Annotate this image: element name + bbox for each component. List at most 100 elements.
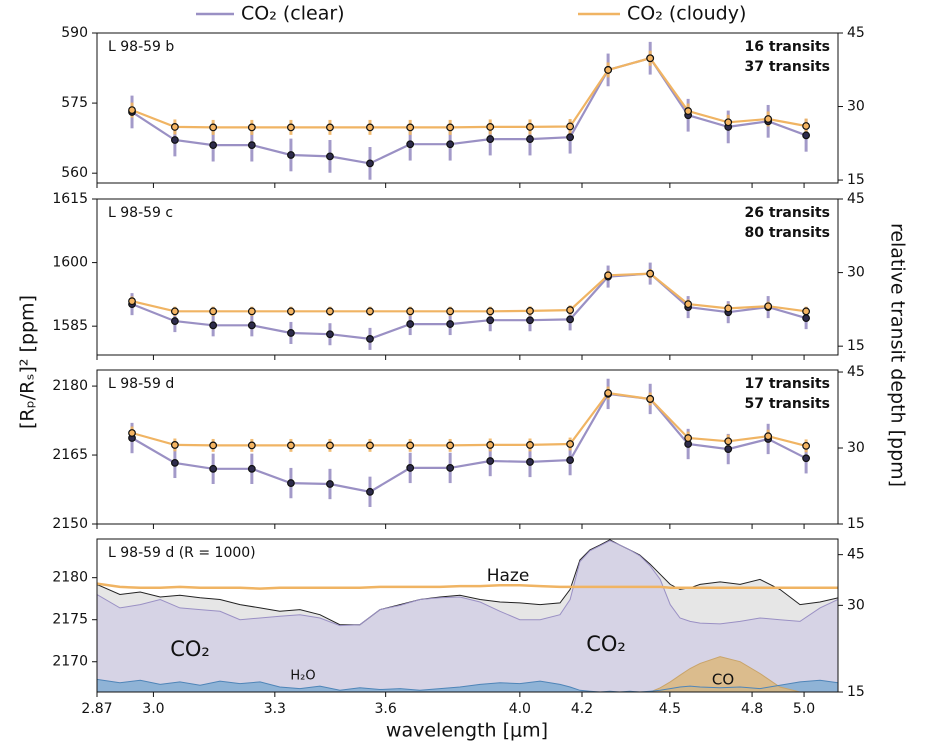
x-axis-label: wavelength [μm] (386, 720, 548, 742)
data-point (326, 307, 334, 316)
data-point (604, 271, 613, 280)
x-tick-label: 3.6 (375, 701, 397, 717)
y2-tick-label: 45 (847, 364, 865, 380)
data-point (209, 307, 218, 316)
data-point (446, 464, 455, 472)
spectrum-line (97, 539, 838, 626)
plot-area (128, 41, 811, 180)
data-point (566, 440, 575, 448)
data-point (486, 123, 495, 131)
data-point (209, 123, 218, 132)
data-point (566, 315, 575, 324)
data-point (209, 464, 218, 473)
data-point (406, 320, 415, 328)
data-point (209, 141, 218, 150)
y-tick-label: 2180 (52, 378, 88, 394)
data-point (247, 441, 256, 450)
data-point (406, 140, 415, 149)
data-point (486, 307, 495, 316)
data-point (247, 464, 256, 473)
y-tick-label: 575 (61, 95, 88, 111)
data-point (170, 458, 179, 467)
y2-tick-label: 15 (847, 338, 865, 354)
data-point (724, 445, 733, 453)
data-point (526, 135, 534, 143)
data-point (247, 307, 256, 316)
data-point (366, 487, 374, 496)
y-tick-label: 1585 (52, 318, 88, 334)
data-point (406, 441, 415, 450)
panel-frame (96, 32, 839, 184)
series-line (131, 392, 807, 493)
data-point (802, 454, 811, 463)
data-point (366, 159, 374, 168)
data-point (526, 307, 534, 315)
data-point (764, 432, 773, 441)
panel-title: L 98-59 d (R = 1000) (108, 545, 256, 561)
data-point (287, 151, 295, 159)
y2-tick-label: 30 (847, 99, 865, 115)
data-point (486, 441, 495, 449)
data-point (128, 106, 136, 115)
spectrum-annotation: H₂O (290, 669, 315, 684)
data-point (486, 316, 495, 325)
plot-area (128, 262, 811, 350)
data-point (326, 441, 334, 450)
y-tick-label: 560 (61, 165, 88, 181)
series-line (131, 391, 807, 447)
y-tick-label: 2150 (52, 516, 88, 532)
panel: CO₂ CO₂ H₂O CO Haze L 98-59 d (R = 1000) 2170 2… (52, 538, 865, 717)
x-tick-label: 3.3 (264, 701, 286, 717)
y-tick-label: 2170 (52, 654, 88, 670)
y2-tick-label: 15 (847, 516, 865, 532)
x-tick-label: 2.87 (81, 701, 112, 717)
data-point (684, 434, 693, 442)
data-point (486, 457, 495, 465)
data-point (446, 320, 455, 328)
plot-area (128, 378, 811, 507)
data-point (406, 123, 415, 132)
y-tick-label: 590 (61, 25, 88, 41)
data-point (247, 321, 256, 330)
spectrum-annotation: CO₂ (586, 632, 626, 656)
panel: 17 transits 57 transits L 98-59 d 2150 2165 2… (52, 364, 864, 532)
data-point (326, 480, 334, 488)
panel-frame (96, 369, 839, 525)
data-point (170, 307, 179, 316)
data-point (209, 321, 218, 330)
panel-title: L 98-59 c (108, 205, 173, 221)
spectrum-annotation: CO (712, 671, 734, 689)
y2-axis-label: relative transit depth [ppm] (887, 223, 909, 487)
data-point (170, 123, 179, 131)
spectrum-area (97, 679, 838, 692)
data-point (566, 306, 575, 314)
data-point (526, 316, 534, 325)
spectrum-area (97, 540, 838, 692)
y2-tick-label: 45 (847, 191, 865, 207)
spectrum-line (97, 540, 838, 627)
plot-area (97, 539, 838, 692)
series-line (131, 56, 807, 129)
data-point (684, 300, 693, 309)
data-point (764, 115, 773, 123)
y2-tick-label: 30 (847, 265, 865, 281)
data-point (724, 118, 733, 127)
data-point (326, 330, 334, 339)
data-point (802, 441, 811, 450)
panel: 26 transits 80 transits L 98-59 c 1585 1600 1… (52, 191, 865, 360)
x-tick-label: 4.5 (659, 701, 681, 717)
x-tick-label: 4.8 (741, 701, 763, 717)
data-point (526, 458, 534, 466)
data-point (446, 123, 455, 132)
data-point (566, 456, 575, 465)
data-point (802, 131, 811, 140)
y-tick-label: 1615 (52, 191, 88, 207)
data-point (604, 66, 613, 74)
y2-tick-label: 30 (847, 597, 865, 613)
spectrum-annotation: Haze (487, 566, 530, 586)
x-tick-label: 3.0 (142, 701, 164, 717)
y-tick-label: 2175 (52, 612, 88, 628)
data-point (366, 123, 374, 132)
y2-tick-label: 45 (847, 25, 865, 41)
